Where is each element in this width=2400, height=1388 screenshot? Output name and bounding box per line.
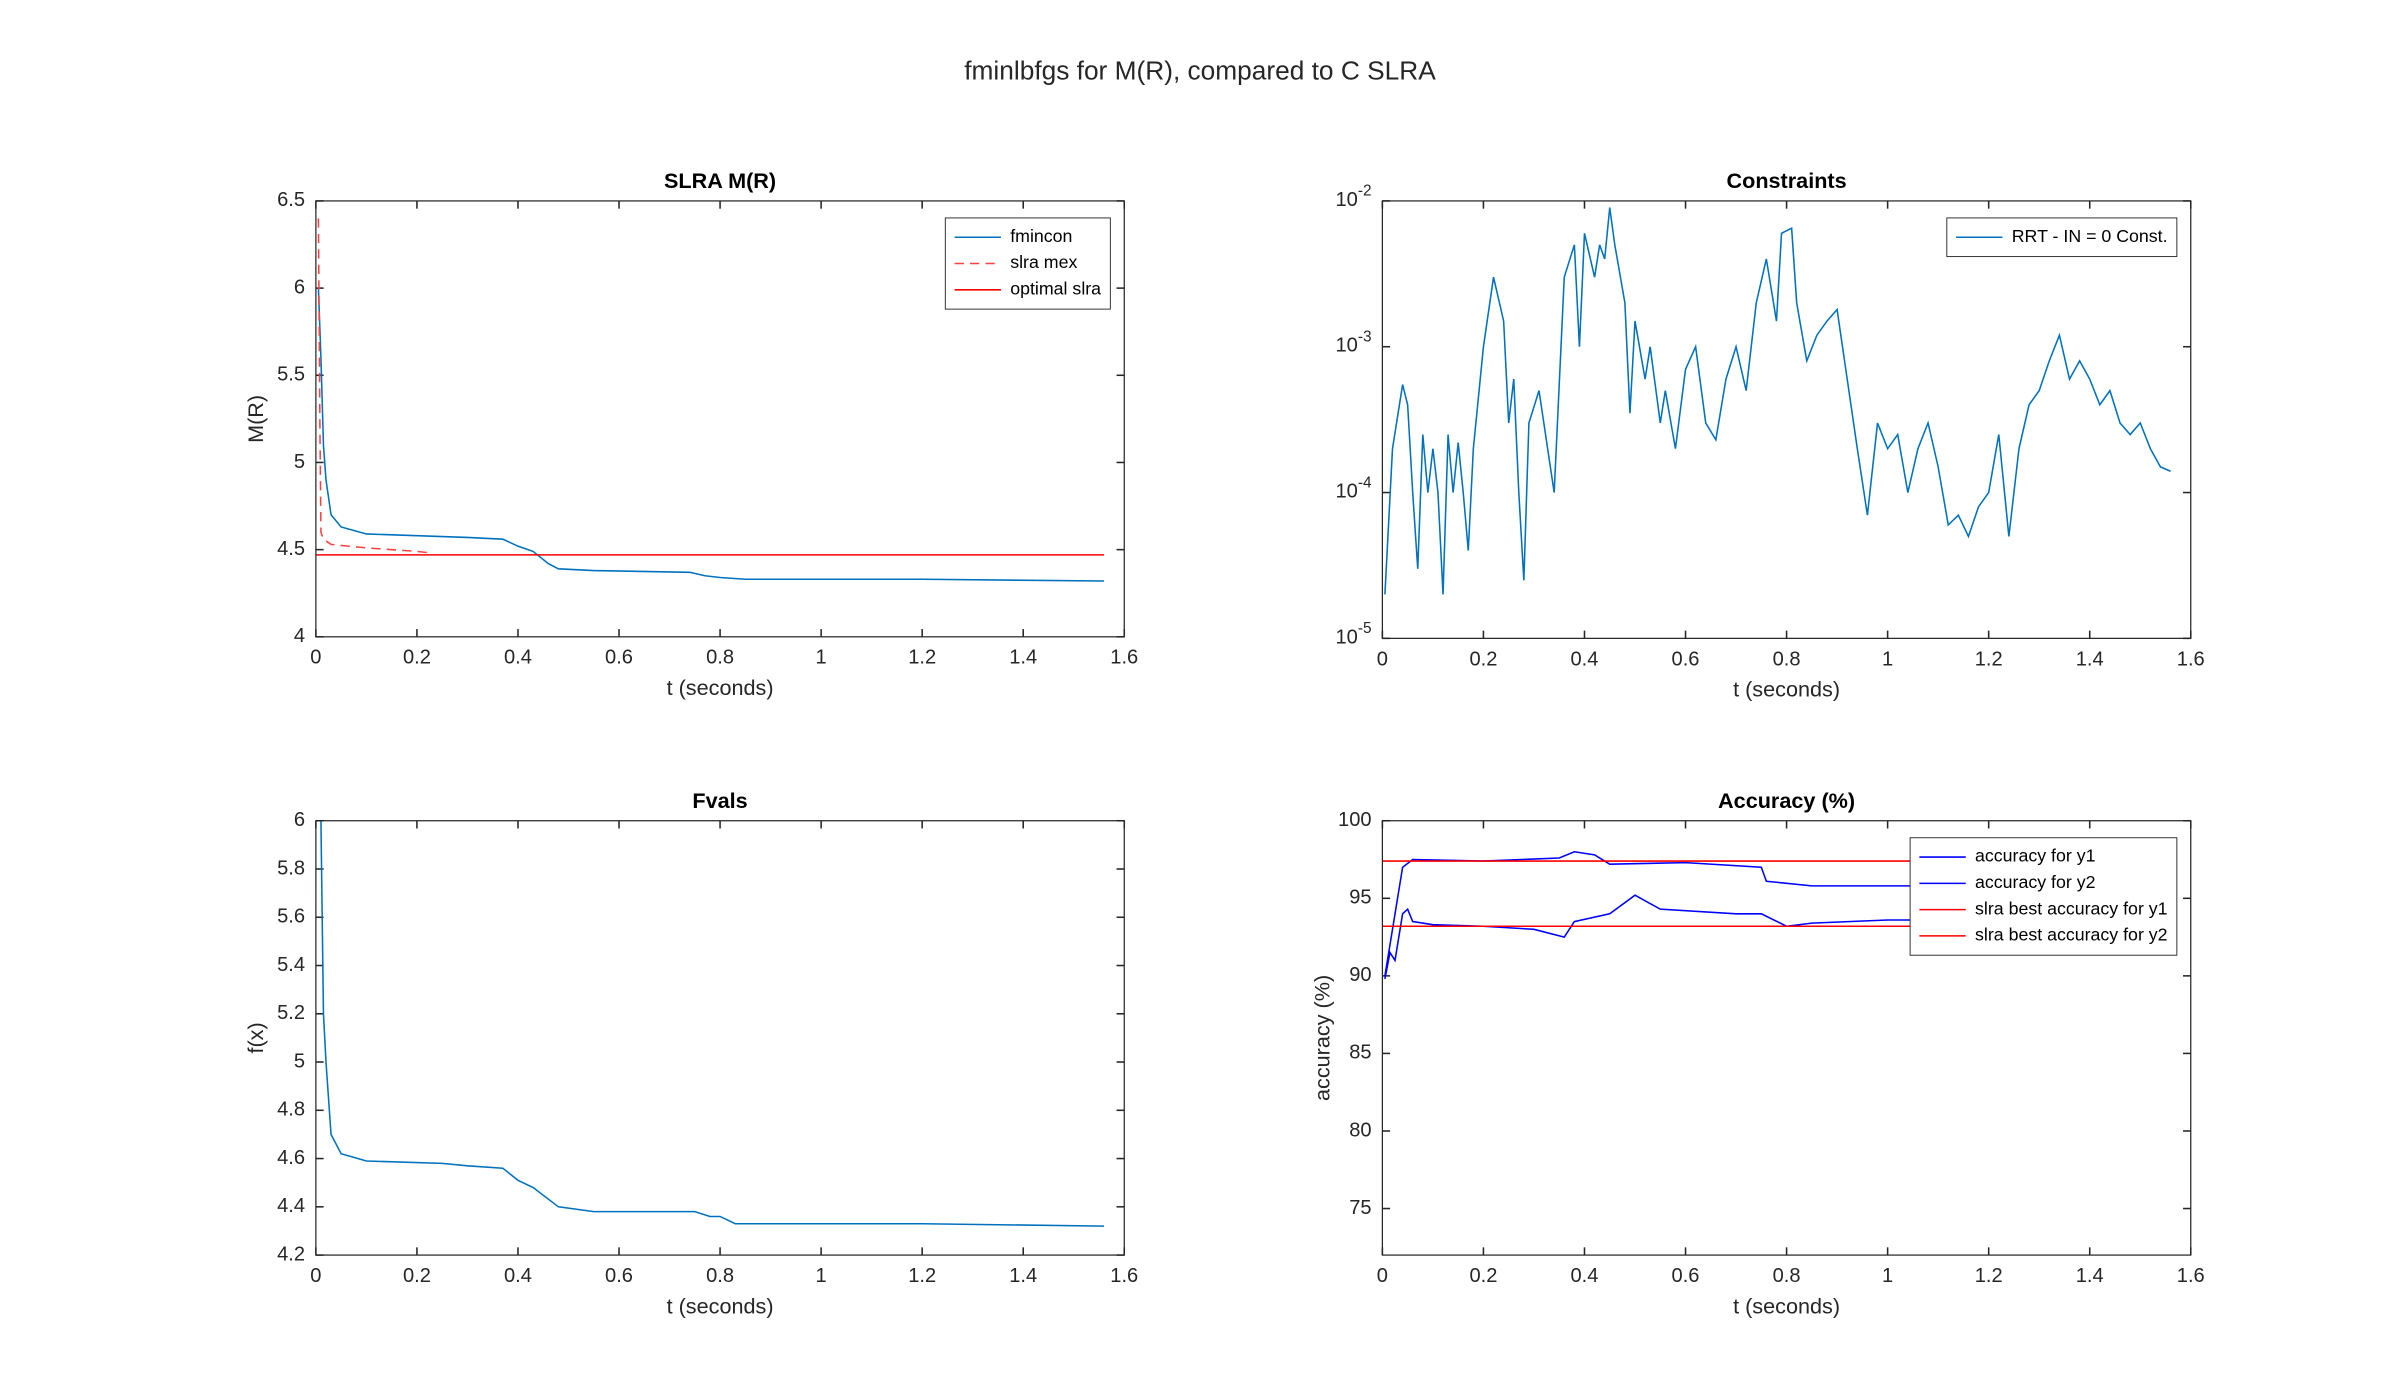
x-axis-label: t (seconds) xyxy=(1733,677,1840,702)
x-tick-label: 0 xyxy=(1377,648,1388,670)
y-tick-label: 95 xyxy=(1349,887,1371,909)
y-tick-label: 4.6 xyxy=(277,1147,305,1169)
x-tick-label: 0.2 xyxy=(1469,648,1497,670)
x-tick-label: 1.6 xyxy=(2177,648,2205,670)
legend-label: RRT - IN = 0 Const. xyxy=(2012,226,2168,246)
x-tick-label: 1.4 xyxy=(1009,647,1037,669)
subplot: 0 0.2 0.4 0.6 0.8 1 1.2 1.4 1.6 4 4.5 5 5.5 6 6.5 SLRA … xyxy=(243,168,1138,700)
data-line xyxy=(1384,850,2171,976)
x-tick-label: 0.6 xyxy=(605,1265,633,1287)
x-tick-label: 0 xyxy=(1377,1265,1388,1287)
subplot-title: Fvals xyxy=(692,788,747,813)
x-tick-label: 0.8 xyxy=(706,1265,734,1287)
x-tick-label: 0.2 xyxy=(1469,1265,1497,1287)
subplot-title: Constraints xyxy=(1726,168,1846,193)
y-tick-label: 85 xyxy=(1349,1042,1371,1064)
plot-area xyxy=(1382,200,2191,639)
y-tick-label: 4 xyxy=(294,625,305,647)
subplot-title: Accuracy (%) xyxy=(1718,788,1855,813)
y-tick-label: 5.8 xyxy=(277,857,305,879)
x-axis-label: t (seconds) xyxy=(667,1293,774,1318)
figure-title: fminlbfgs for M(R), compared to C SLRA xyxy=(964,56,1436,86)
legend-label: fmincon xyxy=(1010,226,1072,246)
x-tick-label: 0.8 xyxy=(1773,648,1801,670)
x-tick-label: 1.6 xyxy=(1110,1265,1138,1287)
y-axis-label: accuracy (%) xyxy=(1309,975,1334,1101)
x-tick-label: 1.2 xyxy=(908,647,936,669)
x-tick-label: 1.4 xyxy=(2076,1265,2104,1287)
x-tick-label: 1.2 xyxy=(1975,1265,2003,1287)
x-tick-label: 0.2 xyxy=(403,1265,431,1287)
x-tick-label: 1.4 xyxy=(2076,648,2104,670)
legend-label: optimal slra xyxy=(1010,278,1101,298)
y-tick-label: 4.4 xyxy=(277,1195,305,1217)
legend-label: accuracy for y1 xyxy=(1975,846,2096,866)
axes-box xyxy=(315,820,1125,1256)
x-tick-label: 0.8 xyxy=(1773,1265,1801,1287)
x-axis-label: t (seconds) xyxy=(1733,1293,1840,1318)
y-tick-label: 6 xyxy=(294,809,305,831)
x-tick-label: 0.2 xyxy=(403,647,431,669)
x-tick-label: 1 xyxy=(1882,648,1893,670)
x-tick-label: 0.4 xyxy=(504,647,532,669)
data-line xyxy=(317,288,1105,582)
x-tick-label: 0 xyxy=(310,1265,321,1287)
data-line xyxy=(1384,207,2171,595)
x-tick-label: 0.6 xyxy=(605,647,633,669)
y-tick-label: 5.4 xyxy=(277,954,305,976)
y-tick-label: 5.2 xyxy=(277,1002,305,1024)
data-line xyxy=(317,218,433,554)
legend-label: slra best accuracy for y1 xyxy=(1975,898,2168,918)
y-tick-label: 10-3 xyxy=(1335,329,1371,358)
x-tick-label: 0.4 xyxy=(1571,1265,1599,1287)
x-tick-label: 1.6 xyxy=(2177,1265,2205,1287)
x-tick-label: 0.4 xyxy=(1571,648,1599,670)
plot-area xyxy=(315,820,1125,1256)
x-tick-label: 0.6 xyxy=(1672,648,1700,670)
axes-box xyxy=(1381,200,2192,639)
y-tick-label: 80 xyxy=(1349,1119,1371,1141)
x-tick-label: 1.4 xyxy=(1009,1265,1037,1287)
y-tick-label: 5 xyxy=(294,1050,305,1072)
y-axis-label: f(x) xyxy=(243,1022,268,1053)
y-tick-label: 5.6 xyxy=(277,906,305,928)
subplot: 0 0.2 0.4 0.6 0.8 1 1.2 1.4 1.6 10-5 10-4 10-3 10-2 C… xyxy=(1335,168,2204,702)
y-tick-label: 75 xyxy=(1349,1197,1371,1219)
subplot: 0 0.2 0.4 0.6 0.8 1 1.2 1.4 1.6 4.2 4.4 4.6 4.8 5 5.2 5… xyxy=(243,788,1138,1318)
x-tick-label: 0.6 xyxy=(1672,1265,1700,1287)
x-tick-label: 0.8 xyxy=(706,647,734,669)
y-tick-label: 10-5 xyxy=(1335,620,1371,649)
legend-label: accuracy for y2 xyxy=(1975,872,2095,892)
data-line xyxy=(320,820,1105,1227)
y-tick-label: 4.8 xyxy=(277,1099,305,1121)
y-tick-label: 5.5 xyxy=(277,364,305,386)
subplot: 0 0.2 0.4 0.6 0.8 1 1.2 1.4 1.6 75 80 85 90 95 100 Accu… xyxy=(1309,788,2204,1318)
axes-box xyxy=(315,200,1125,638)
x-tick-label: 1.2 xyxy=(908,1265,936,1287)
x-tick-label: 1.2 xyxy=(1975,648,2003,670)
x-tick-label: 1 xyxy=(1882,1265,1893,1287)
y-axis-label: M(R) xyxy=(243,395,268,443)
y-tick-label: 5 xyxy=(294,451,305,473)
x-tick-label: 0 xyxy=(310,647,321,669)
legend-label: slra mex xyxy=(1010,252,1077,272)
x-tick-label: 0.4 xyxy=(504,1265,532,1287)
subplot-title: SLRA M(R) xyxy=(664,168,776,193)
legend-label: slra best accuracy for y2 xyxy=(1975,925,2168,945)
y-tick-label: 90 xyxy=(1349,964,1371,986)
data-line xyxy=(1384,894,2171,980)
y-tick-label: 4.5 xyxy=(277,538,305,560)
x-axis-label: t (seconds) xyxy=(667,675,774,700)
y-tick-label: 100 xyxy=(1338,809,1372,831)
y-tick-label: 4.2 xyxy=(277,1243,305,1265)
x-tick-label: 1 xyxy=(816,647,827,669)
y-tick-label: 6.5 xyxy=(277,189,305,211)
axes-box xyxy=(1381,820,2192,1256)
y-tick-label: 6 xyxy=(294,276,305,298)
x-tick-label: 1 xyxy=(816,1265,827,1287)
x-tick-label: 1.6 xyxy=(1110,647,1138,669)
y-tick-label: 10-2 xyxy=(1335,183,1371,212)
y-tick-label: 10-4 xyxy=(1335,474,1371,503)
